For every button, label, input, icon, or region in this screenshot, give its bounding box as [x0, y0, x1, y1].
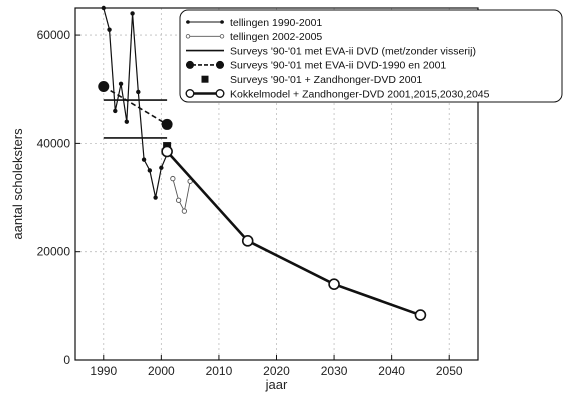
point-tellingen-1990-2001: [141, 157, 147, 162]
point-surveys-1990-2001: [161, 118, 173, 130]
legend-label: tellingen 2002-2005: [230, 31, 322, 43]
point-tellingen-1990-2001: [153, 195, 158, 200]
y-axis-label: aantal scholeksters: [10, 128, 25, 240]
legend-item: Surveys '90-'01 met EVA-ii DVD (met/zond…: [186, 45, 476, 57]
legend: tellingen 1990-2001 tellingen 2002-2005 Su…: [179, 9, 563, 103]
x-tick-label: 2010: [206, 364, 233, 378]
legend-swatch-marker: [219, 34, 225, 39]
point-kokkelmodel: [241, 235, 254, 247]
legend-item: tellingen 2002-2005: [185, 31, 322, 43]
legend-swatch-marker: [185, 34, 191, 39]
legend-swatch-marker: [186, 20, 190, 24]
legend-item: tellingen 1990-2001: [186, 17, 322, 29]
legend-swatch-marker: [185, 88, 195, 98]
point-surveys-1990-2001: [98, 81, 110, 93]
point-tellingen-1990-2001: [147, 168, 153, 173]
point-tellingen-1990-2001: [101, 5, 106, 11]
legend-box: [179, 9, 563, 103]
series-line-tellingen-2002-2005: [172, 178, 191, 213]
legend-item: Surveys '90-'01 met EVA-ii DVD-1990 en 2…: [186, 60, 446, 72]
axis-ticks: 1990 2000 2010 2020 2030 2040 2050 0 20000 40000 6…: [37, 28, 463, 378]
x-tick-label: 2020: [263, 364, 290, 378]
legend-item: Kokkelmodel + Zandhonger-DVD 2001,2015,2…: [185, 88, 490, 100]
legend-swatch-marker: [186, 60, 194, 69]
legend-swatch-marker: [220, 20, 224, 24]
x-tick-label: 2040: [378, 364, 405, 378]
series-line-surveys-1990-2001: [103, 85, 168, 126]
series-line-tellingen-1990-2001: [103, 7, 168, 198]
legend-swatch-marker: [201, 75, 209, 83]
point-kokkelmodel: [328, 278, 340, 290]
point-tellingen-1990-2001: [118, 81, 124, 87]
y-tick-label: 0: [63, 353, 70, 367]
point-tellingen-2002-2005: [175, 197, 182, 203]
legend-label: Surveys '90-'01 + Zandhonger-DVD 2001: [230, 74, 422, 86]
legend-label: Kokkelmodel + Zandhonger-DVD 2001,2015,2…: [230, 88, 490, 100]
point-tellingen-1990-2001: [136, 89, 141, 95]
legend-label: tellingen 1990-2001: [230, 17, 322, 29]
legend-swatch-marker: [216, 60, 224, 69]
point-tellingen-1990-2001: [107, 27, 112, 32]
data-series: [98, 5, 427, 321]
legend-item: Surveys '90-'01 + Zandhonger-DVD 2001: [201, 74, 422, 86]
x-tick-label: 2030: [321, 364, 348, 378]
point-tellingen-1990-2001: [113, 108, 118, 114]
point-kokkelmodel: [414, 309, 427, 321]
point-tellingen-1990-2001: [159, 165, 164, 170]
point-tellingen-1990-2001: [130, 11, 135, 16]
y-tick-label: 60000: [37, 28, 71, 42]
point-tellingen-1990-2001: [124, 119, 130, 124]
x-tick-label: 2050: [436, 364, 463, 378]
y-tick-label: 20000: [37, 245, 71, 259]
x-tick-label: 1990: [90, 364, 117, 378]
y-tick-label: 40000: [37, 136, 71, 150]
legend-label: Surveys '90-'01 met EVA-ii DVD (met/zond…: [230, 45, 476, 57]
legend-swatch-marker: [215, 88, 225, 98]
point-tellingen-2002-2005: [170, 175, 176, 182]
x-axis-label: jaar: [265, 377, 288, 392]
series-line-kokkelmodel: [166, 150, 421, 317]
legend-label: Surveys '90-'01 met EVA-ii DVD-1990 en 2…: [230, 60, 446, 72]
point-tellingen-2002-2005: [181, 208, 188, 214]
point-kokkelmodel: [161, 145, 173, 158]
x-tick-label: 2000: [148, 364, 175, 378]
